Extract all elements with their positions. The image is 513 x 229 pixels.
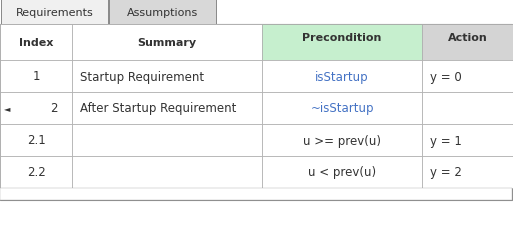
Bar (422, 61, 513, 93)
Text: Index: Index (19, 38, 53, 48)
Bar (1, 0, 108, 25)
Text: u < prev(u): u < prev(u) (308, 166, 376, 179)
Text: Requirements: Requirements (15, 8, 93, 17)
Text: y = 1: y = 1 (430, 134, 462, 147)
Bar (422, 156, 513, 188)
Text: Startup Requirement: Startup Requirement (80, 70, 204, 83)
Text: isStartup: isStartup (315, 70, 369, 83)
Text: u >= prev(u): u >= prev(u) (303, 134, 381, 147)
Text: After Startup Requirement: After Startup Requirement (80, 102, 236, 115)
Text: y = 0: y = 0 (430, 70, 462, 83)
Bar (0, 25, 72, 61)
Bar (0, 188, 512, 200)
Text: Precondition: Precondition (302, 33, 382, 42)
Bar (0, 156, 72, 188)
Text: 1: 1 (32, 70, 40, 83)
Text: 2.1: 2.1 (27, 134, 45, 147)
Text: 2.2: 2.2 (27, 166, 45, 179)
Bar (72, 93, 262, 124)
Bar (72, 61, 262, 93)
Text: Assumptions: Assumptions (127, 8, 198, 17)
Text: ◄: ◄ (4, 104, 10, 113)
Bar (422, 25, 513, 61)
Bar (262, 25, 422, 61)
Bar (262, 93, 422, 124)
Text: 2: 2 (50, 102, 57, 115)
Bar (0, 25, 512, 200)
Bar (72, 25, 262, 61)
Bar (422, 93, 513, 124)
Bar (0, 124, 72, 156)
Bar (72, 156, 262, 188)
Text: ~isStartup: ~isStartup (310, 102, 374, 115)
Bar (262, 124, 422, 156)
Bar (0, 93, 72, 124)
Bar (422, 124, 513, 156)
Bar (109, 0, 216, 25)
Text: Action: Action (448, 33, 487, 42)
Bar (0, 61, 72, 93)
Text: y = 2: y = 2 (430, 166, 462, 179)
Bar (262, 156, 422, 188)
Bar (72, 124, 262, 156)
Text: Summary: Summary (137, 38, 196, 48)
Bar (262, 61, 422, 93)
